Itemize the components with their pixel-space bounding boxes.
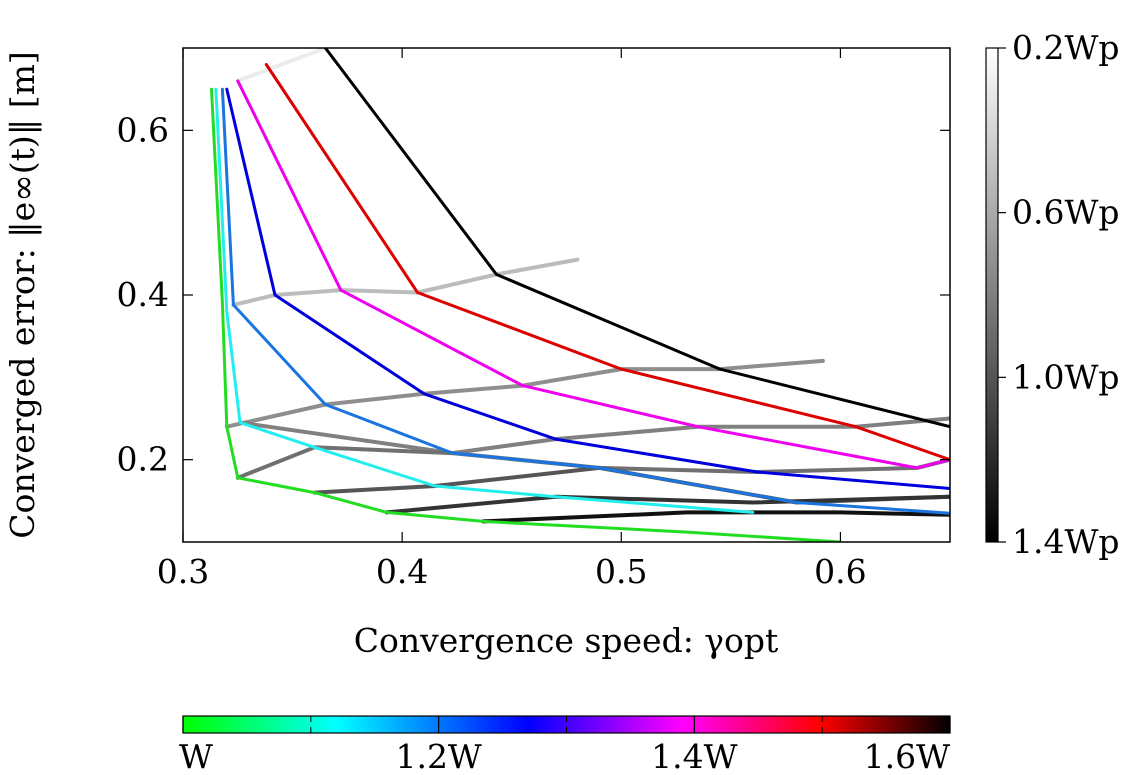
right-colorbar-tick-label: 0.2Wp (1012, 28, 1120, 67)
right-colorbar-tick-label: 1.4Wp (1012, 522, 1120, 561)
w-series-line-3 (225, 87, 950, 490)
w-series-line-4 (236, 79, 950, 470)
y-axis-ticks: 0.2 0.4 0.6 (117, 110, 950, 479)
bottom-colorbar-tick-label: 1.2W (395, 737, 481, 775)
w-series-line-6 (323, 48, 950, 429)
w-series-line-2 (220, 87, 950, 515)
wp-series-group (224, 48, 950, 524)
w-series-line-0 (210, 87, 842, 542)
wp-series-line-7 (481, 510, 950, 524)
y-tick-label: 0.4 (117, 275, 169, 314)
wp-series-line-6 (384, 494, 950, 515)
y-axis-label: Converged error: ‖e∞(t)‖ [m] (3, 51, 42, 538)
w-series-group (210, 48, 950, 542)
x-axis-ticks: 0.3 0.4 0.5 0.6 (157, 48, 867, 591)
right-colorbar (985, 47, 999, 543)
x-tick-label: 0.4 (376, 552, 428, 591)
bottom-colorbar-tick-label: 1.6W (864, 737, 950, 775)
x-tick-label: 0.3 (157, 552, 209, 591)
y-tick-label: 0.2 (117, 440, 169, 479)
x-axis-label: Convergence speed: γopt (354, 621, 779, 660)
wp-series-line-0 (235, 48, 328, 83)
x-tick-label: 0.6 (814, 552, 866, 591)
wp-series-line-3 (238, 416, 950, 456)
x-tick-label: 0.5 (595, 552, 647, 591)
right-colorbar-ticks: 0.2Wp 0.6Wp 1.0Wp 1.4Wp (998, 28, 1120, 561)
wp-series-line-4 (235, 445, 950, 480)
bottom-colorbar-tick-label: 1.4W (651, 737, 737, 775)
w-series-line-1 (214, 87, 755, 514)
wp-series-line-1 (231, 257, 580, 307)
w-series-line-5 (264, 63, 950, 462)
right-colorbar-tick-label: 0.6Wp (1012, 193, 1120, 232)
y-tick-label: 0.6 (117, 110, 169, 149)
bottom-colorbar-ticks: W 1.2W 1.4W 1.6W (179, 716, 951, 775)
right-colorbar-tick-label: 1.0Wp (1012, 357, 1120, 396)
bottom-colorbar-tick-label: W (179, 737, 213, 775)
